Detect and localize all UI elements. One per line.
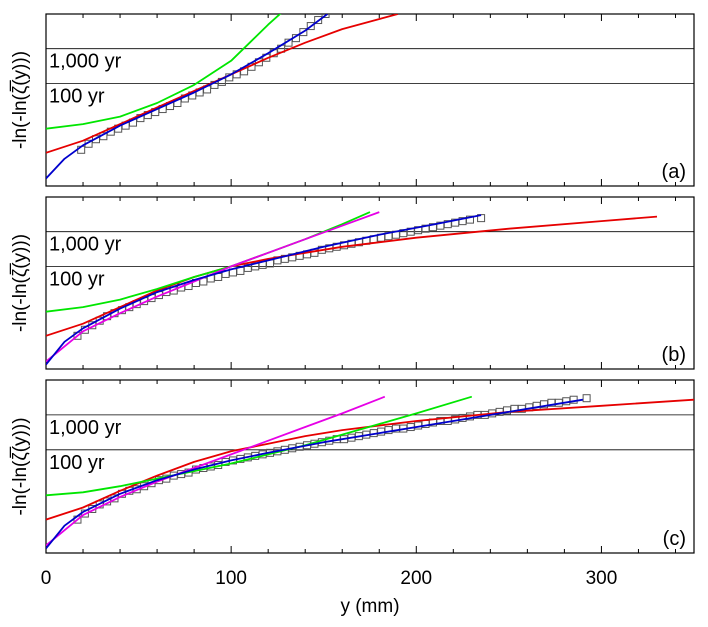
return-level-label: 1,000 yr xyxy=(49,417,122,439)
observed-markers xyxy=(73,214,486,340)
observed-markers xyxy=(77,14,330,154)
panel-label: (c) xyxy=(663,528,686,550)
x-tick-label: 200 xyxy=(400,568,432,589)
panel-label: (a) xyxy=(662,161,686,183)
series-line-red xyxy=(46,398,694,521)
data-marker xyxy=(299,28,308,37)
data-marker xyxy=(321,14,330,18)
x-axis-label: y (mm) xyxy=(340,596,399,617)
panel-label: (b) xyxy=(662,344,686,366)
series-line-green xyxy=(46,211,371,313)
data-marker xyxy=(477,214,486,223)
series-line-blue xyxy=(46,214,482,366)
y-axis-label: -ln(-ln(ζ̅(y))) xyxy=(10,417,31,515)
series-line-green xyxy=(46,14,282,130)
panel-a: 100 yr 1,000 yr (a) -ln(-ln(ζ̅(y))) xyxy=(10,13,695,187)
return-level-label: 1,000 yr xyxy=(49,234,122,256)
data-marker xyxy=(465,215,474,224)
return-level-label: 1,000 yr xyxy=(49,51,122,73)
y-axis-label: -ln(-ln(ζ̅(y))) xyxy=(10,234,31,332)
panel-c: 100 yr 1,000 yr (c) -ln(-ln(ζ̅(y))) xyxy=(10,379,695,554)
plot-frame xyxy=(45,379,695,554)
y-axis-label: -ln(-ln(ζ̅(y))) xyxy=(10,51,31,149)
data-marker xyxy=(582,394,591,403)
return-level-label: 100 yr xyxy=(49,85,105,107)
x-tick-label: 0 xyxy=(41,568,52,589)
observed-markers xyxy=(73,394,591,524)
series-line-blue xyxy=(46,398,584,549)
data-marker xyxy=(314,16,323,25)
data-marker xyxy=(306,22,315,31)
x-tick-label: 100 xyxy=(215,568,247,589)
series-line-blue xyxy=(46,14,328,180)
series-line-green xyxy=(46,395,473,497)
series-line-magenta xyxy=(46,395,386,547)
plot-frame xyxy=(45,13,695,187)
panel-b: 100 yr 1,000 yr (b) -ln(-ln(ζ̅(y))) xyxy=(10,196,695,370)
plot-frame xyxy=(45,196,695,370)
return-level-label: 100 yr xyxy=(49,268,105,290)
data-marker xyxy=(569,395,578,404)
x-tick-label: 300 xyxy=(586,568,618,589)
return-level-label: 100 yr xyxy=(49,452,105,474)
series-line-red xyxy=(46,215,658,337)
